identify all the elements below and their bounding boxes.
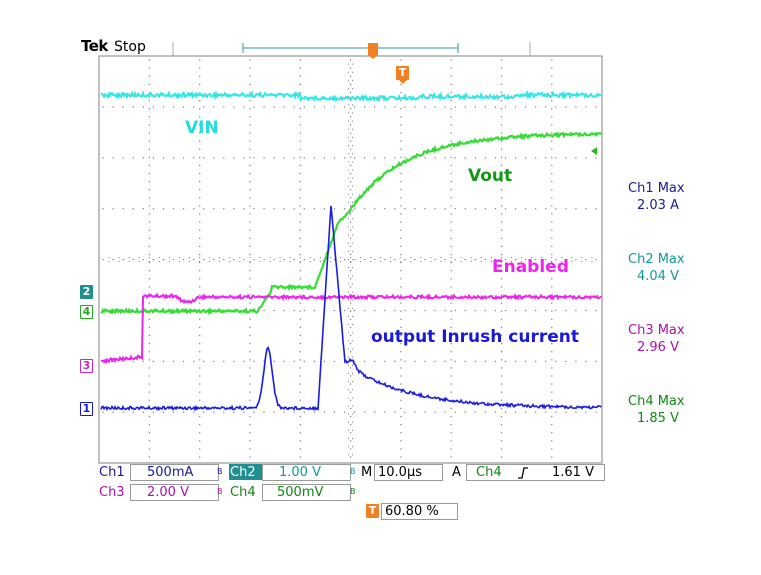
ch2-name: Ch2 [230,465,256,480]
timebase-prefix: M [361,465,373,480]
ch1-max-value: 2.03 A [637,198,679,213]
vout-label: Vout [468,166,513,186]
ch2-vin-trace [100,89,602,103]
ch4-scale: 500mV [277,485,324,500]
ch1-scale: 500mA [147,465,194,480]
trigger-position-icon: T [366,504,379,518]
ch1-max-label: Ch1 Max [628,181,685,196]
ch2-scale-box[interactable]: 1.00 V [262,464,351,481]
ch1-inrush-current-trace [100,205,602,412]
acquisition-status[interactable]: Stop [114,39,146,55]
trigger-level: 1.61 V [552,465,594,480]
inrush-current-label: output Inrush current [371,327,579,347]
ch4-ground-marker[interactable]: 4 [80,305,93,319]
trigger-position-icon [368,43,378,59]
ch4-max-label: Ch4 Max [628,394,685,409]
ch3-name[interactable]: Ch3 [99,485,125,500]
trigger-marker-icon: T [396,66,409,80]
trigger-position-value: 60.80 % [385,504,439,519]
ch4-vout-trace [100,131,602,316]
timebase-box[interactable]: 10.0µs [374,464,443,481]
ch3-enabled-trace [100,292,602,365]
ch1-scale-box[interactable]: 500mA [130,464,219,481]
ch3-scale-box[interactable]: 2.00 V [130,484,219,501]
record-length-indicator [172,42,531,56]
ch4-max-value: 1.85 V [637,411,679,426]
trigger-readout-box[interactable]: Ch4 1.61 V [466,464,605,481]
ch4-scale-box[interactable]: 500mV [262,484,351,501]
bandwidth-limit-icon: B [350,467,356,476]
trigger-level-arrow-icon [591,147,597,155]
enabled-label: Enabled [492,257,569,277]
ch2-scale: 1.00 V [279,465,321,480]
ch4-name[interactable]: Ch4 [230,485,256,500]
ch1-ground-marker[interactable]: 1 [80,402,93,416]
rising-edge-icon [518,467,528,479]
ch2-max-label: Ch2 Max [628,252,685,267]
trigger-source: Ch4 [476,465,502,480]
ch3-max-value: 2.96 V [637,340,679,355]
ch3-max-label: Ch3 Max [628,323,685,338]
bandwidth-limit-icon: B [217,467,223,476]
bandwidth-limit-icon: B [217,487,223,496]
ch3-ground-marker[interactable]: 3 [80,359,93,373]
brand-label: Tek [81,37,108,55]
graticule-frame [98,55,603,464]
ch2-ground-marker[interactable]: 2 [80,285,93,299]
ch3-scale: 2.00 V [147,485,189,500]
graticule-grid [98,55,603,464]
timebase-value: 10.0µs [378,465,422,480]
acquisition-mode: A [452,465,461,480]
bandwidth-limit-icon: B [350,487,356,496]
vin-label: VIN [185,118,219,138]
ch2-name-highlight[interactable]: Ch2 [229,464,262,480]
trigger-position-box[interactable]: 60.80 % [381,503,458,520]
ch1-name[interactable]: Ch1 [99,465,125,480]
trigger-marker-pointer-icon [399,80,407,84]
ch2-max-value: 4.04 V [637,269,679,284]
